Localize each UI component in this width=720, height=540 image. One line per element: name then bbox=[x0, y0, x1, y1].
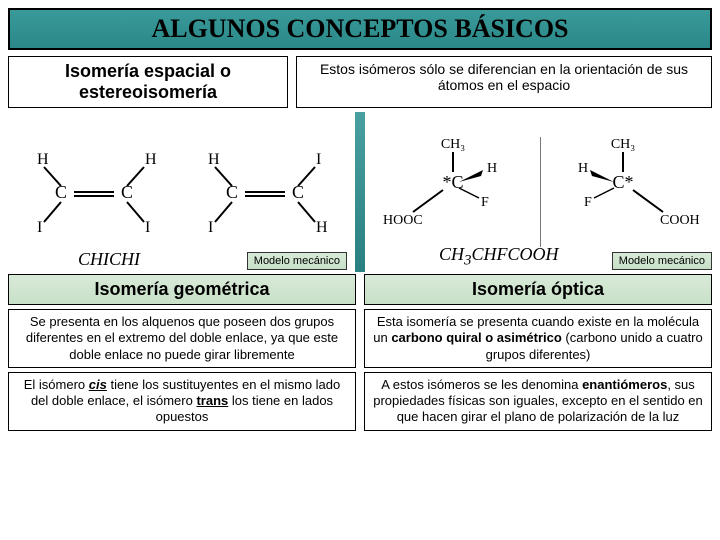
svg-text:H: H bbox=[145, 151, 157, 168]
header-row: Isomería espacial o estereoisomería Esto… bbox=[8, 56, 712, 108]
geo-title: Isomería geométrica bbox=[94, 279, 269, 299]
opt-p1-bold: carbono quiral o asimétrico bbox=[391, 330, 562, 345]
header-right: Estos isómeros sólo se diferencian en la… bbox=[296, 56, 712, 108]
model-button-right[interactable]: Modelo mecánico bbox=[612, 252, 712, 270]
opt-p2-bold: enantiómeros bbox=[582, 377, 667, 392]
thin-separator bbox=[540, 137, 541, 247]
alkene-trans: C C H I I H bbox=[190, 132, 340, 252]
formula-right-pre: CH bbox=[439, 244, 464, 264]
svg-text:C*: C* bbox=[613, 172, 634, 192]
header-right-text: Estos isómeros sólo se diferencian en la… bbox=[320, 61, 688, 93]
formula-right: CH3CHFCOOH bbox=[439, 244, 559, 270]
model-button-left[interactable]: Modelo mecánico bbox=[247, 252, 347, 270]
svg-text:I: I bbox=[145, 219, 150, 236]
geo-p2-trans: trans bbox=[196, 393, 228, 408]
svg-text:H: H bbox=[37, 151, 49, 168]
geo-title-box: Isomería geométrica bbox=[8, 274, 356, 305]
svg-text:H: H bbox=[487, 161, 497, 176]
desc-row-1: Se presenta en los alquenos que poseen d… bbox=[8, 309, 712, 368]
model-label-left: Modelo mecánico bbox=[254, 255, 340, 267]
svg-text:H: H bbox=[578, 161, 588, 176]
chiral-right: C* CH₃ COOH H F bbox=[548, 132, 708, 252]
svg-text:COOH: COOH bbox=[660, 213, 700, 228]
formula-left: CHICHI bbox=[78, 249, 140, 270]
opt-p2-box: A estos isómeros se les denomina enantió… bbox=[364, 372, 712, 431]
opt-title-box: Isomería óptica bbox=[364, 274, 712, 305]
opt-p2-a: A estos isómeros se les denomina bbox=[381, 377, 582, 392]
svg-text:H: H bbox=[208, 151, 220, 168]
geo-p2-a: El isómero bbox=[24, 377, 89, 392]
vertical-separator bbox=[355, 112, 365, 272]
subtitle-row: Isomería geométrica Isomería óptica bbox=[8, 274, 712, 305]
geo-p2-cis: cis bbox=[89, 377, 107, 392]
header-left-text: Isomería espacial o estereoisomería bbox=[65, 61, 231, 102]
svg-text:CH₃: CH₃ bbox=[611, 137, 635, 152]
svg-text:HOOC: HOOC bbox=[383, 213, 423, 228]
chiral-left: *C CH₃ HOOC H F bbox=[373, 132, 533, 252]
opt-p1-box: Esta isomería se presenta cuando existe … bbox=[364, 309, 712, 368]
alkene-cis: C C H H I I bbox=[19, 132, 169, 252]
desc-row-2: El isómero cis tiene los sustituyentes e… bbox=[8, 372, 712, 431]
geo-p2-cis-i: cis bbox=[89, 377, 107, 392]
svg-text:F: F bbox=[584, 195, 592, 210]
diagram-left: C C H H I I C C H I I H CHICHI bbox=[8, 112, 351, 272]
svg-text:H: H bbox=[316, 219, 328, 236]
geo-p1-box: Se presenta en los alquenos que poseen d… bbox=[8, 309, 356, 368]
diagram-right: *C CH₃ HOOC H F C* CH₃ COOH H bbox=[369, 112, 712, 272]
model-label-right: Modelo mecánico bbox=[619, 255, 705, 267]
geo-p1: Se presenta en los alquenos que poseen d… bbox=[26, 314, 338, 362]
svg-text:I: I bbox=[316, 151, 321, 168]
svg-text:I: I bbox=[37, 219, 42, 236]
opt-title: Isomería óptica bbox=[472, 279, 604, 299]
diagram-row: C C H H I I C C H I I H CHICHI bbox=[8, 112, 712, 272]
formula-right-sub: 3 bbox=[464, 253, 472, 269]
header-left: Isomería espacial o estereoisomería bbox=[8, 56, 288, 108]
geo-p2-box: El isómero cis tiene los sustituyentes e… bbox=[8, 372, 356, 431]
formula-right-post: CHFCOOH bbox=[472, 244, 559, 264]
svg-text:F: F bbox=[481, 195, 489, 210]
svg-text:CH₃: CH₃ bbox=[440, 137, 464, 152]
svg-text:I: I bbox=[208, 219, 213, 236]
page-title: ALGUNOS CONCEPTOS BÁSICOS bbox=[8, 8, 712, 50]
